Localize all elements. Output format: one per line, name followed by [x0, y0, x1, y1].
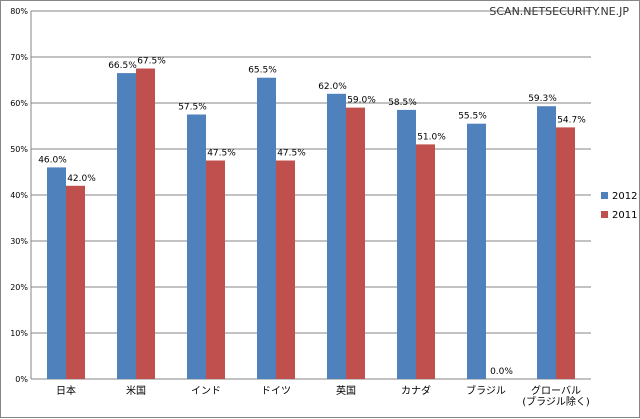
bar-2012 — [537, 106, 556, 379]
data-label-2011: 54.7% — [557, 115, 586, 125]
y-tick-label: 0% — [15, 375, 28, 384]
x-axis-categories: 日本 米国 インド ドイツ 英国 カナダ ブラジル グローバル(ブラジル除く) — [56, 384, 590, 408]
data-label-2012: 58.5% — [388, 98, 417, 108]
data-label-2012: 59.3% — [528, 94, 557, 104]
y-tick-label: 10% — [10, 329, 28, 338]
x-category-label: グローバル — [531, 384, 581, 397]
y-tick-label: 80% — [10, 7, 28, 16]
x-category-label: カナダ — [401, 384, 431, 397]
x-category-label: 日本 — [56, 384, 76, 397]
bar-2012 — [467, 123, 486, 379]
bar-2012 — [187, 114, 206, 379]
legend-label-2012: 2012 — [612, 191, 637, 202]
bar-2011 — [206, 160, 225, 379]
data-label-2011: 67.5% — [137, 57, 166, 67]
bar-2012 — [47, 167, 66, 379]
bar-2012 — [117, 73, 136, 379]
y-tick-label: 60% — [10, 99, 28, 108]
bar-2011 — [66, 185, 85, 379]
bars — [47, 68, 575, 380]
bar-2012 — [257, 77, 276, 379]
bar-2011 — [136, 68, 155, 379]
data-label-2012: 62.0% — [318, 82, 347, 92]
y-tick-label: 70% — [10, 53, 28, 62]
x-category-label: ドイツ — [261, 386, 291, 397]
y-tick-label: 30% — [10, 237, 28, 246]
legend-label-2011: 2011 — [612, 210, 637, 221]
x-category-label: インド — [191, 386, 221, 397]
data-label-2011: 59.0% — [347, 96, 376, 106]
y-tick-label: 20% — [10, 283, 28, 292]
data-label-2011: 47.5% — [207, 149, 236, 159]
watermark-text: SCAN.NETSECURITY.NE.JP — [489, 5, 629, 18]
data-label-2012: 55.5% — [458, 112, 487, 122]
bar-2011 — [416, 144, 435, 379]
x-category-label: 米国 — [126, 384, 146, 397]
bar-2011 — [276, 160, 295, 379]
x-category-label: (ブラジル除く) — [522, 395, 590, 408]
data-label-2011: 42.0% — [67, 174, 96, 184]
bar-2011 — [556, 127, 575, 379]
legend-swatch-2012 — [601, 192, 608, 199]
bar-2011 — [346, 107, 365, 379]
data-label-2012: 57.5% — [178, 103, 207, 113]
data-labels: 46.0%42.0% 66.5% 67.5% 57.5% 47.5% 65.5% 47.5%… — [38, 57, 586, 378]
x-category-label: 英国 — [336, 384, 356, 397]
data-label-2011: 47.5% — [277, 149, 306, 159]
y-tick-label: 50% — [10, 145, 28, 154]
data-label-2012: 65.5% — [248, 66, 277, 76]
data-label-2011: 0.0% — [490, 367, 513, 377]
legend-swatch-2011 — [601, 211, 608, 218]
data-label-2011: 51.0% — [417, 132, 446, 142]
y-tick-label: 40% — [10, 191, 28, 200]
data-label-2012: 46.0% — [38, 155, 67, 165]
bar-2012 — [397, 109, 416, 380]
data-label-2012: 66.5% — [108, 61, 137, 71]
bar-2012 — [327, 93, 346, 380]
x-category-label: ブラジル — [466, 384, 506, 397]
legend: 2012 2011 — [601, 191, 637, 221]
